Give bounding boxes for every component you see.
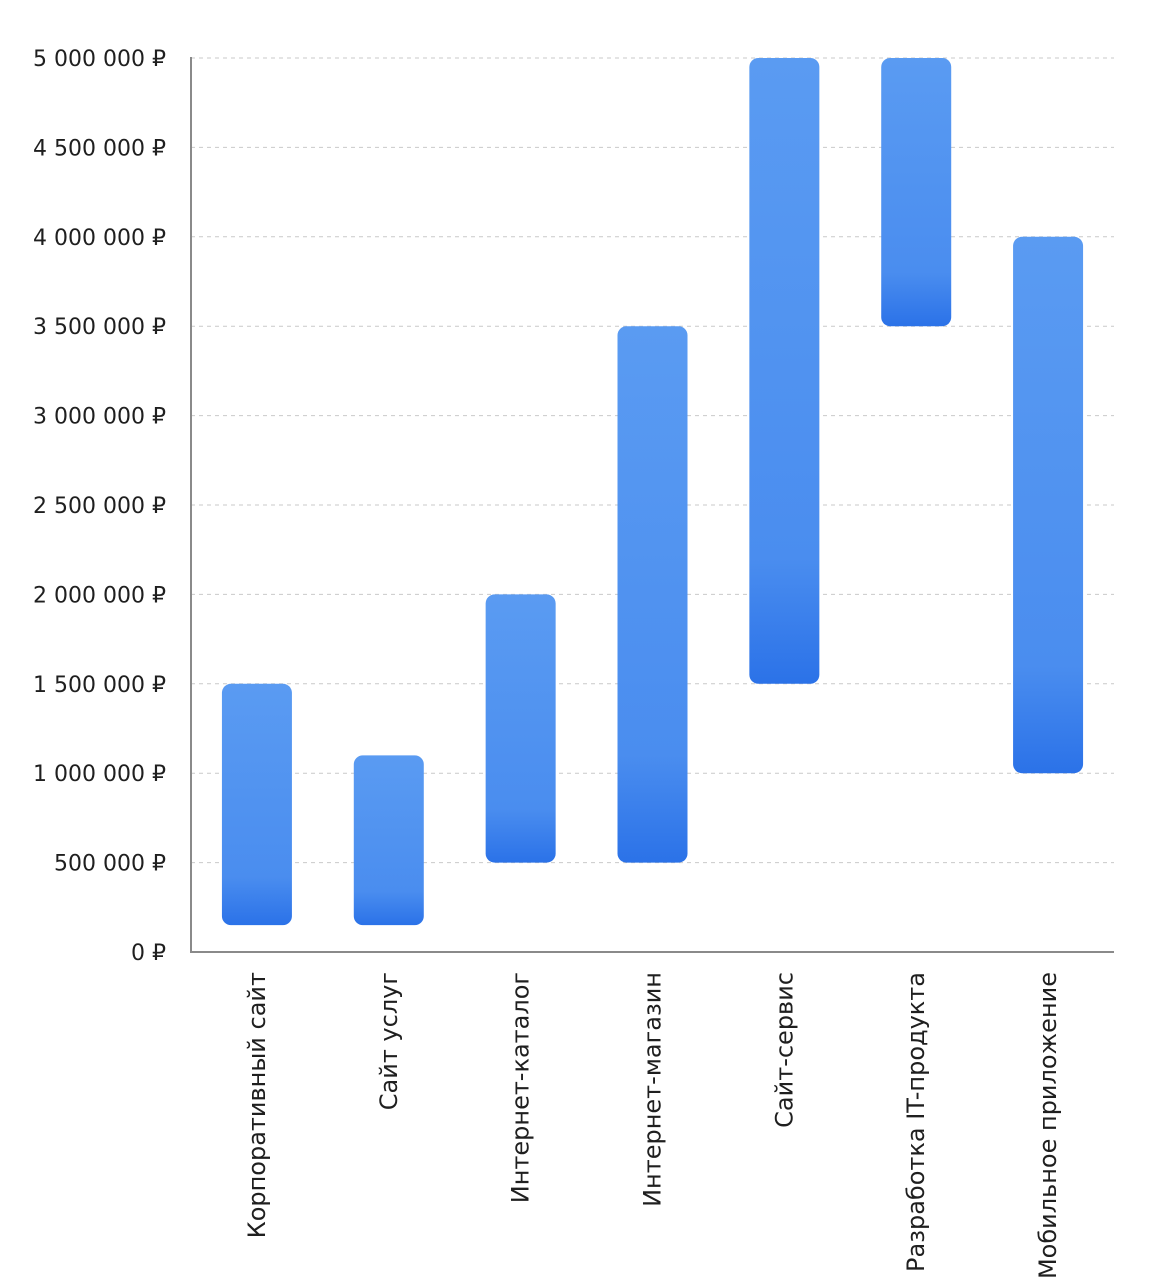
x-category-label: Разработка IT-продукта bbox=[902, 972, 930, 1272]
y-tick-label: 1 500 000 ₽ bbox=[33, 673, 166, 698]
x-category-label: Интернет-каталог bbox=[507, 972, 535, 1203]
range-bar bbox=[353, 755, 424, 926]
axes bbox=[190, 57, 1114, 953]
y-tick-label: 1 000 000 ₽ bbox=[33, 762, 166, 787]
y-tick-label: 2 500 000 ₽ bbox=[33, 494, 166, 519]
y-tick-label: 0 ₽ bbox=[131, 941, 166, 966]
y-tick-label: 3 500 000 ₽ bbox=[33, 315, 166, 340]
range-bar bbox=[881, 58, 952, 327]
range-bar bbox=[617, 326, 688, 863]
y-tick-label: 5 000 000 ₽ bbox=[33, 47, 166, 72]
range-bar bbox=[221, 683, 292, 926]
x-category-label: Сайт услуг bbox=[375, 972, 403, 1110]
x-axis-category-labels: Корпоративный сайт Сайт услуг Интернет-кат… bbox=[243, 972, 1062, 1279]
x-category-label: Мобильное приложение bbox=[1034, 972, 1062, 1279]
x-category-label: Корпоративный сайт bbox=[243, 972, 271, 1238]
grid-lines bbox=[191, 57, 1114, 864]
range-bar bbox=[485, 594, 556, 863]
range-bar bbox=[749, 58, 820, 684]
y-tick-label: 4 000 000 ₽ bbox=[33, 226, 166, 251]
bars bbox=[221, 58, 1084, 926]
y-tick-label: 3 000 000 ₽ bbox=[33, 405, 166, 430]
y-tick-label: 2 000 000 ₽ bbox=[33, 583, 166, 608]
y-tick-label: 500 000 ₽ bbox=[54, 852, 166, 877]
y-axis-tick-labels: 0 ₽ 500 000 ₽ 1 000 000 ₽ 1 500 000 ₽ 2 000 … bbox=[33, 47, 166, 966]
y-tick-label: 4 500 000 ₽ bbox=[33, 136, 166, 161]
x-category-label: Интернет-магазин bbox=[639, 972, 667, 1207]
range-bar bbox=[1013, 236, 1084, 774]
x-category-label: Сайт-сервис bbox=[770, 972, 798, 1128]
